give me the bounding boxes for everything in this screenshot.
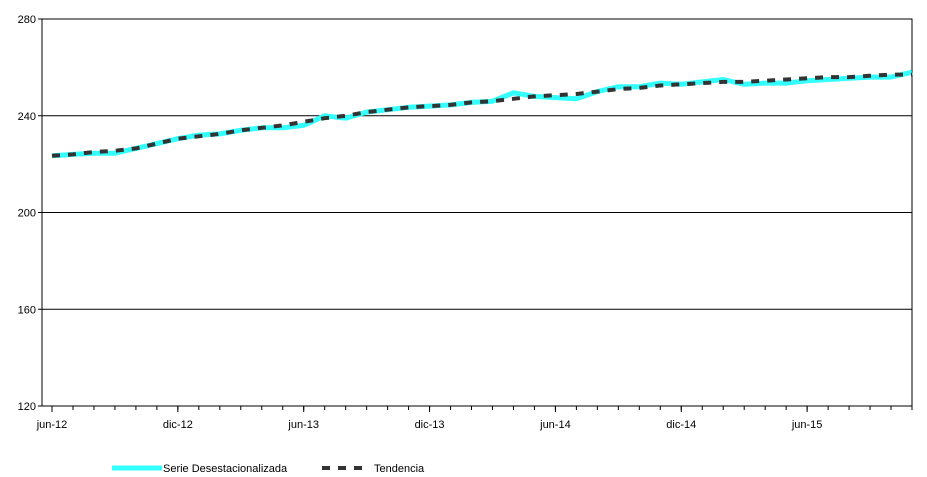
y-axis-ticks: 120 160 200 240 280 [18,14,42,413]
legend-label-serie-desestacionalizada: Serie Desestacionalizada [163,463,288,475]
x-axis-ticks: jun-12 dic-12 jun-13 dic-13 jun-14 dic-14 jun-… [36,406,913,431]
y-tick-label-200: 200 [18,208,36,220]
y-tick-label-160: 160 [18,304,36,316]
y-tick-label-120: 120 [18,401,36,413]
x-tick-label-dic-13: dic-13 [415,419,445,431]
series-lines [51,69,913,159]
series-line-tendencia [51,72,912,158]
x-tick-label-jun-14: jun-14 [539,419,571,431]
x-tick-label-jun-15: jun-15 [791,419,823,431]
x-tick-label-dic-12: dic-12 [163,419,193,431]
y-tick-label-240: 240 [18,111,36,123]
x-tick-label-dic-14: dic-14 [666,419,696,431]
y-tick-label-280: 280 [18,14,36,26]
legend: Serie Desestacionalizada Tendencia [112,463,425,475]
series-line-serie-desestacionalizada [51,69,913,159]
grid-lines [42,18,912,310]
x-tick-label-jun-12: jun-12 [36,419,68,431]
legend-label-tendencia: Tendencia [374,463,425,475]
x-tick-label-jun-13: jun-13 [287,419,319,431]
